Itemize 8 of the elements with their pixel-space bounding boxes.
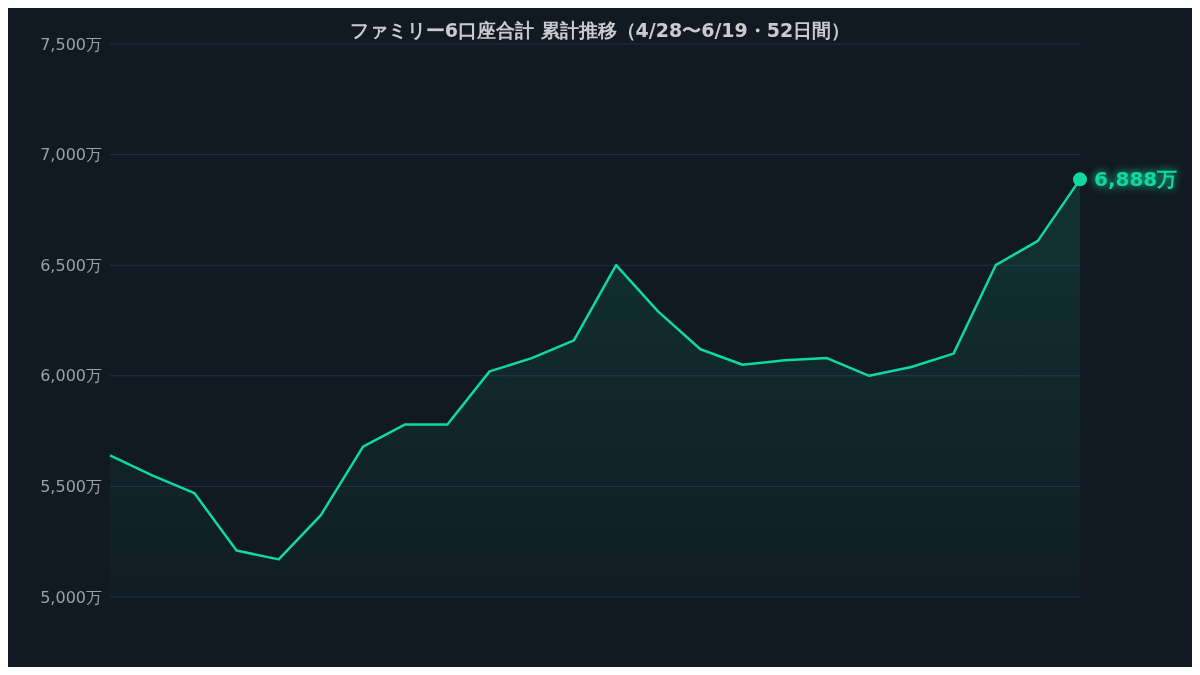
y-tick-label: 7,000万 — [40, 145, 102, 165]
y-tick-label: 6,000万 — [40, 366, 102, 386]
y-tick-label: 5,000万 — [40, 587, 102, 607]
chart-title: ファミリー6口座合計 累計推移（4/28〜6/19・52日間） — [349, 19, 851, 41]
y-tick-label: 6,500万 — [40, 255, 102, 275]
data-label: 6,888万 — [1094, 167, 1178, 192]
y-tick-label: 5,500万 — [40, 477, 102, 497]
y-tick-label: 7,500万 — [40, 34, 102, 54]
